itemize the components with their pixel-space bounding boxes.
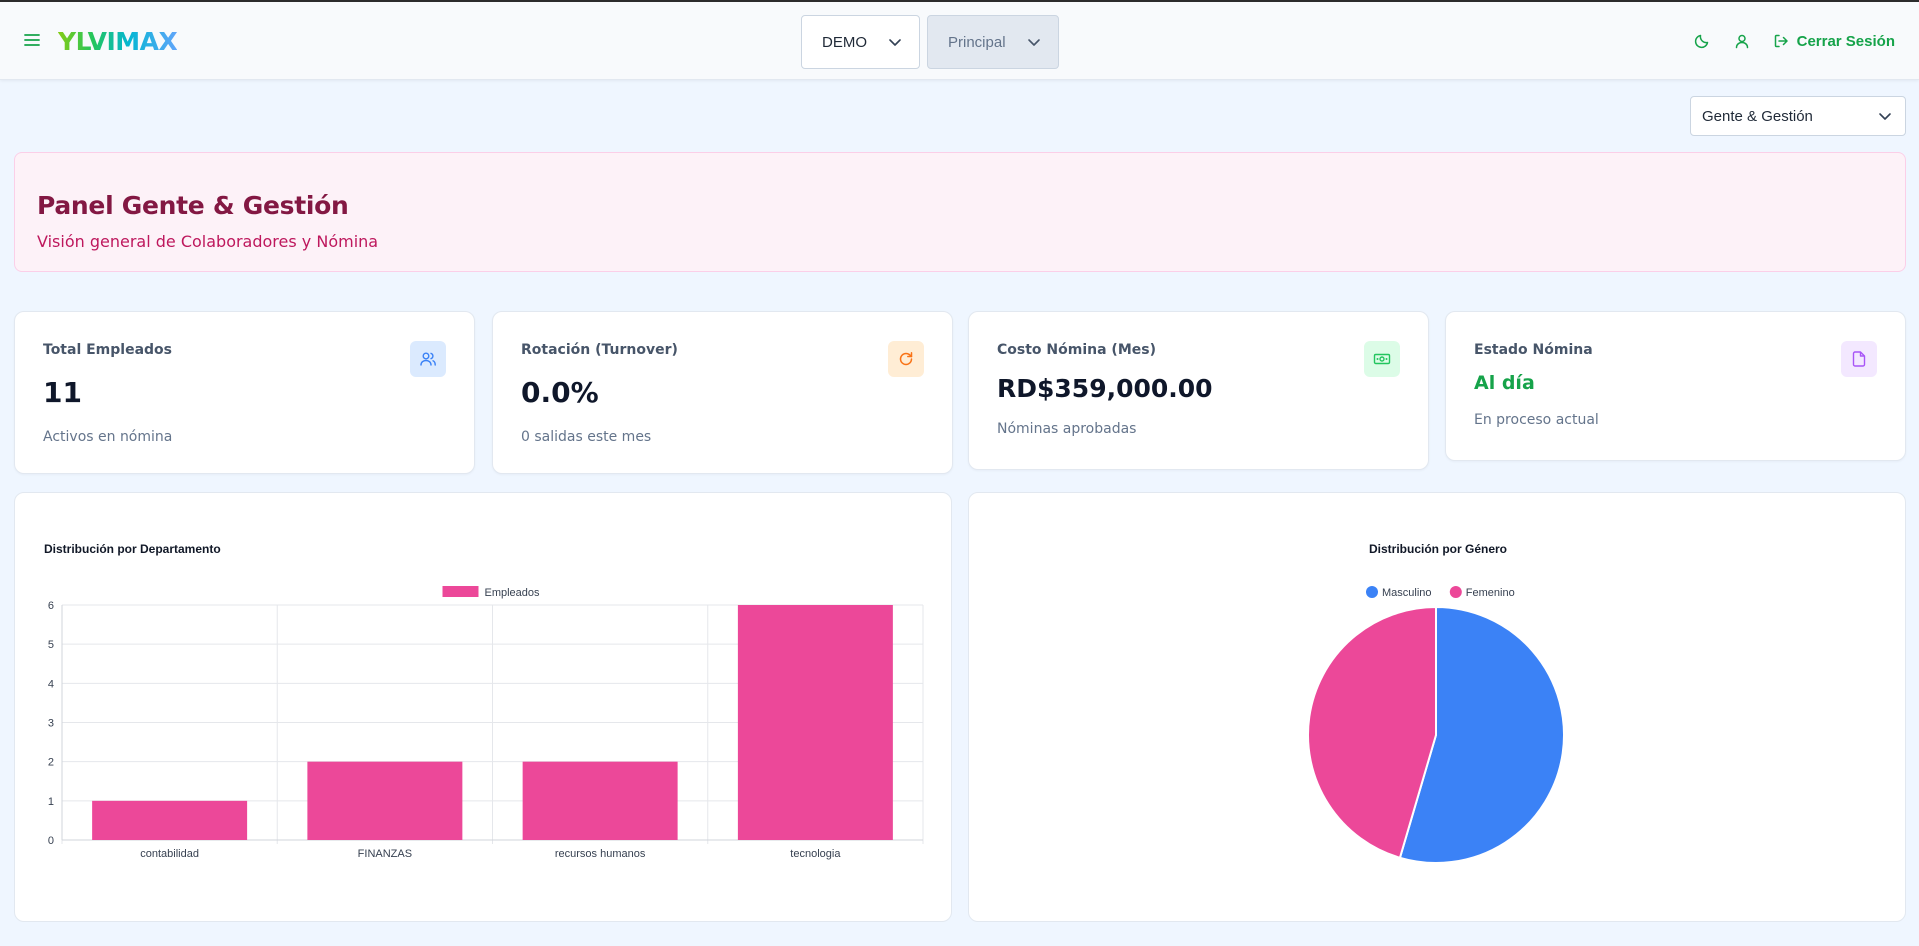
moon-icon[interactable] xyxy=(1691,30,1713,52)
legend-swatch xyxy=(1449,586,1462,598)
kpi-title: Costo Nómina (Mes) xyxy=(997,342,1156,358)
bar-finanzas xyxy=(307,761,463,840)
kpi-card-total-employees: Total Empleados 11 Activos en nómina xyxy=(14,311,475,474)
kpi-title: Rotación (Turnover) xyxy=(521,342,678,358)
file-icon xyxy=(1841,341,1877,377)
bar-contabilidad xyxy=(92,800,248,840)
y-tick-label: 5 xyxy=(48,639,54,651)
banknote-icon xyxy=(1364,341,1400,377)
kpi-card-turnover: Rotación (Turnover) 0.0% 0 salidas este … xyxy=(492,311,953,474)
legend-label: Femenino xyxy=(1466,587,1515,599)
x-tick-label: recursos humanos xyxy=(555,848,646,860)
kpi-value: Al día xyxy=(1474,372,1535,394)
pie-slice-masculino xyxy=(1398,605,1565,864)
logout-button[interactable]: Cerrar Sesión xyxy=(1773,33,1895,50)
x-tick-label: FINANZAS xyxy=(358,848,412,860)
y-tick-label: 0 xyxy=(48,835,54,847)
kpi-title: Total Empleados xyxy=(43,342,173,358)
legend-label: Masculino xyxy=(1382,587,1432,599)
chevron-down-icon xyxy=(1028,39,1040,46)
department-bar-chart: Empleados 0 1 2 3 4 5 6 contabilidad FINANZAS recu… xyxy=(48,586,924,860)
x-tick-label: contabilidad xyxy=(140,848,199,860)
top-bar: YLVIMAX DEMO Principal Cerrar Sesión xyxy=(0,2,1919,80)
pie-slice-femenino xyxy=(1307,605,1437,860)
header-actions: Cerrar Sesión xyxy=(1679,30,1895,52)
kpi-value: 11 xyxy=(43,376,82,409)
y-tick-label: 3 xyxy=(48,718,54,730)
department-chart-card: Distribución por Departamento Empleados 0… xyxy=(14,492,952,922)
refresh-icon xyxy=(888,341,924,377)
legend-label: Empleados xyxy=(485,587,541,599)
hero-banner: Panel Gente & Gestión Visión general de … xyxy=(14,152,1906,272)
kpi-note: 0 salidas este mes xyxy=(521,429,652,445)
y-tick-label: 6 xyxy=(48,600,54,612)
chart-title: Distribución por Departamento xyxy=(44,542,221,556)
area-select-value: Gente & Gestión xyxy=(1702,107,1813,125)
users-icon xyxy=(410,341,446,377)
module-select[interactable]: Principal xyxy=(927,15,1059,69)
gender-chart-card: Distribución por Género Masculino Femenin… xyxy=(968,492,1906,922)
area-select[interactable]: Gente & Gestión xyxy=(1690,96,1906,136)
app-logo: YLVIMAX xyxy=(58,27,178,56)
kpi-note: Activos en nómina xyxy=(43,429,173,445)
x-tick-label: tecnologia xyxy=(790,848,841,860)
page-subtitle: Visión general de Colaboradores y Nómina xyxy=(37,232,379,251)
kpi-value: 0.0% xyxy=(521,376,599,409)
gender-pie-chart: Masculino Femenino xyxy=(1307,586,1565,864)
kpi-card-payroll-cost: Costo Nómina (Mes) RD$359,000.00 Nóminas… xyxy=(968,311,1429,470)
kpi-note: En proceso actual xyxy=(1474,412,1599,428)
company-select[interactable]: DEMO xyxy=(801,15,920,69)
logout-icon xyxy=(1774,34,1788,48)
y-tick-label: 1 xyxy=(48,796,54,808)
module-select-value: Principal xyxy=(948,33,1006,51)
page-title: Panel Gente & Gestión xyxy=(37,191,349,220)
user-icon[interactable] xyxy=(1731,30,1753,52)
kpi-value: RD$359,000.00 xyxy=(997,374,1213,403)
bar-tecnologia xyxy=(737,605,893,840)
y-tick-label: 2 xyxy=(48,757,54,769)
kpi-title: Estado Nómina xyxy=(1474,342,1593,358)
company-select-value: DEMO xyxy=(822,33,867,51)
legend-swatch xyxy=(442,586,479,597)
kpi-note: Nóminas aprobadas xyxy=(997,421,1137,437)
chart-title: Distribución por Género xyxy=(1368,542,1507,556)
chart-legend: Empleados xyxy=(442,586,541,599)
chevron-down-icon xyxy=(1879,113,1891,120)
logout-label: Cerrar Sesión xyxy=(1796,32,1895,50)
legend-swatch xyxy=(1366,586,1378,598)
chart-legend: Masculino Femenino xyxy=(1366,586,1515,599)
kpi-card-payroll-status: Estado Nómina Al día En proceso actual xyxy=(1445,311,1906,461)
menu-icon[interactable] xyxy=(22,30,42,50)
bar-recursos-humanos xyxy=(522,761,678,840)
y-tick-label: 4 xyxy=(48,678,54,690)
chevron-down-icon xyxy=(889,39,901,46)
